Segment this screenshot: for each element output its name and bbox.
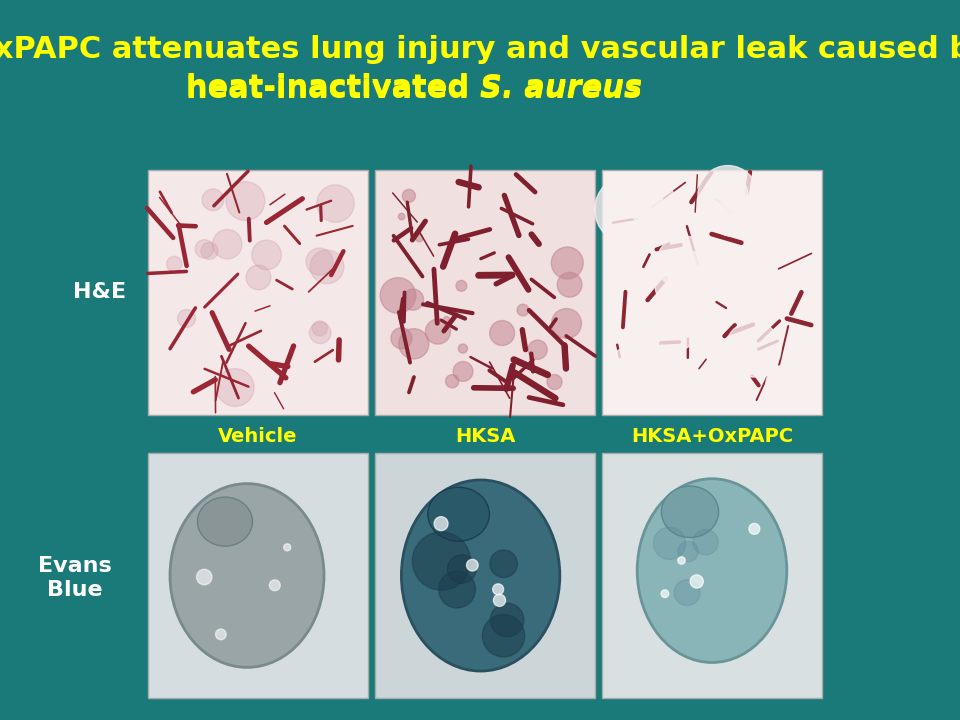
Circle shape [178,310,196,328]
Circle shape [557,272,582,297]
Circle shape [654,527,685,559]
Circle shape [167,256,182,271]
Circle shape [655,307,698,351]
Text: S. aureus: S. aureus [480,73,642,102]
Circle shape [490,550,517,577]
Circle shape [317,185,354,222]
Circle shape [252,240,281,270]
Circle shape [458,344,468,353]
Circle shape [674,580,700,606]
Circle shape [402,289,423,310]
Circle shape [551,247,584,279]
Circle shape [657,236,710,289]
Circle shape [661,590,669,598]
Circle shape [380,278,416,313]
Circle shape [482,614,525,657]
Circle shape [456,280,467,292]
Circle shape [749,523,759,534]
Circle shape [678,557,685,564]
Circle shape [425,319,450,344]
FancyBboxPatch shape [148,453,368,698]
Circle shape [453,361,473,382]
Circle shape [391,328,412,348]
Text: HKSA+OxPAPC: HKSA+OxPAPC [631,428,793,446]
FancyBboxPatch shape [375,453,595,698]
Circle shape [704,173,748,217]
Circle shape [528,340,547,359]
FancyBboxPatch shape [375,170,595,415]
Circle shape [416,235,423,242]
Circle shape [306,248,333,275]
Ellipse shape [428,487,490,541]
Circle shape [246,265,271,290]
Circle shape [467,559,478,571]
Ellipse shape [170,484,324,667]
FancyBboxPatch shape [148,170,368,415]
Circle shape [492,584,504,595]
Circle shape [725,321,780,377]
Circle shape [216,369,254,406]
Circle shape [444,316,449,323]
Circle shape [605,348,651,394]
Circle shape [398,329,429,359]
Text: Blue: Blue [47,580,103,600]
Circle shape [490,320,515,346]
Circle shape [517,304,529,316]
Circle shape [445,374,459,388]
Text: heat-inactivated: heat-inactivated [186,76,480,104]
Circle shape [678,541,698,562]
Text: OxPAPC attenuates lung injury and vascular leak caused by: OxPAPC attenuates lung injury and vascul… [0,35,960,65]
Circle shape [201,243,218,259]
Circle shape [284,544,291,551]
Circle shape [655,251,718,315]
Circle shape [310,250,344,284]
Text: Evans: Evans [38,556,112,575]
FancyBboxPatch shape [602,170,822,415]
Circle shape [202,189,224,211]
Circle shape [447,554,476,583]
Ellipse shape [198,497,252,546]
Circle shape [412,532,470,590]
Circle shape [439,571,475,608]
Circle shape [398,213,405,220]
Circle shape [402,189,416,202]
FancyBboxPatch shape [602,453,822,698]
Circle shape [698,166,757,225]
Circle shape [312,321,327,336]
Circle shape [595,175,664,244]
Text: Vehicle: Vehicle [218,428,298,446]
Ellipse shape [661,486,719,538]
Circle shape [693,529,718,555]
Circle shape [212,230,242,259]
Circle shape [216,629,227,639]
Text: HKSA: HKSA [455,428,516,446]
Circle shape [626,176,675,225]
Circle shape [547,374,562,390]
Circle shape [197,570,212,585]
Circle shape [734,254,767,287]
Circle shape [766,365,803,402]
Circle shape [712,200,748,236]
Ellipse shape [401,480,560,671]
Text: heat-inactivated: heat-inactivated [186,73,480,102]
Circle shape [493,594,506,606]
Text: S. aureus: S. aureus [480,76,642,104]
Circle shape [491,603,524,636]
Circle shape [551,308,582,338]
Ellipse shape [637,479,787,662]
Circle shape [226,181,265,220]
Circle shape [195,240,213,258]
Circle shape [270,580,280,590]
Text: H&E: H&E [73,282,127,302]
Circle shape [309,322,331,343]
Circle shape [690,575,704,588]
Circle shape [434,517,448,531]
